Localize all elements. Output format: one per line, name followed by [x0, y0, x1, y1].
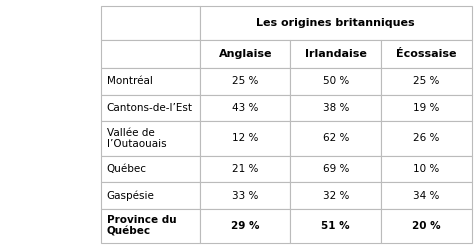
Bar [200, 6, 472, 40]
Text: Cantons-de-l’Est: Cantons-de-l’Est [107, 103, 192, 113]
Bar [200, 155, 291, 182]
Text: 19 %: 19 % [413, 103, 439, 113]
Bar [381, 68, 472, 95]
Bar [101, 40, 200, 68]
Text: 26 %: 26 % [413, 133, 439, 143]
Bar [101, 122, 200, 155]
Bar [291, 155, 381, 182]
Bar [381, 155, 472, 182]
Bar [101, 95, 200, 122]
Text: Les origines britanniques: Les origines britanniques [256, 18, 415, 28]
Bar [200, 209, 291, 243]
Bar [200, 68, 291, 95]
Bar [101, 155, 200, 182]
Text: 12 %: 12 % [232, 133, 258, 143]
Bar [381, 209, 472, 243]
Text: 25 %: 25 % [232, 76, 258, 86]
Bar [291, 209, 381, 243]
Bar [291, 95, 381, 122]
Bar [101, 182, 200, 209]
Text: 69 %: 69 % [323, 164, 349, 174]
Bar [381, 182, 472, 209]
Bar [291, 40, 381, 68]
Text: Vallée de
l’Outaouais: Vallée de l’Outaouais [107, 128, 166, 149]
Bar [291, 122, 381, 155]
Text: Irlandaise: Irlandaise [305, 49, 367, 59]
Text: 29 %: 29 % [231, 221, 259, 231]
Text: Gaspésie: Gaspésie [107, 190, 155, 201]
Bar [200, 122, 291, 155]
Text: Québec: Québec [107, 164, 146, 174]
Bar [381, 40, 472, 68]
Text: 34 %: 34 % [413, 190, 439, 201]
Text: 20 %: 20 % [412, 221, 441, 231]
Text: 62 %: 62 % [323, 133, 349, 143]
Bar [381, 95, 472, 122]
Bar [381, 122, 472, 155]
Text: Montréal: Montréal [107, 76, 153, 86]
Text: Écossaise: Écossaise [396, 49, 456, 59]
Text: 25 %: 25 % [413, 76, 439, 86]
Text: 51 %: 51 % [321, 221, 350, 231]
Text: 21 %: 21 % [232, 164, 258, 174]
Text: 50 %: 50 % [323, 76, 349, 86]
Bar [200, 95, 291, 122]
Bar [101, 209, 200, 243]
Bar [101, 68, 200, 95]
Bar [291, 68, 381, 95]
Text: 32 %: 32 % [323, 190, 349, 201]
Text: 33 %: 33 % [232, 190, 258, 201]
Text: Anglaise: Anglaise [219, 49, 272, 59]
Text: 43 %: 43 % [232, 103, 258, 113]
Text: Province du
Québec: Province du Québec [107, 215, 176, 237]
Text: 38 %: 38 % [323, 103, 349, 113]
Bar [291, 182, 381, 209]
Text: 10 %: 10 % [413, 164, 439, 174]
Bar [200, 40, 291, 68]
Bar [200, 182, 291, 209]
Bar [101, 6, 200, 40]
